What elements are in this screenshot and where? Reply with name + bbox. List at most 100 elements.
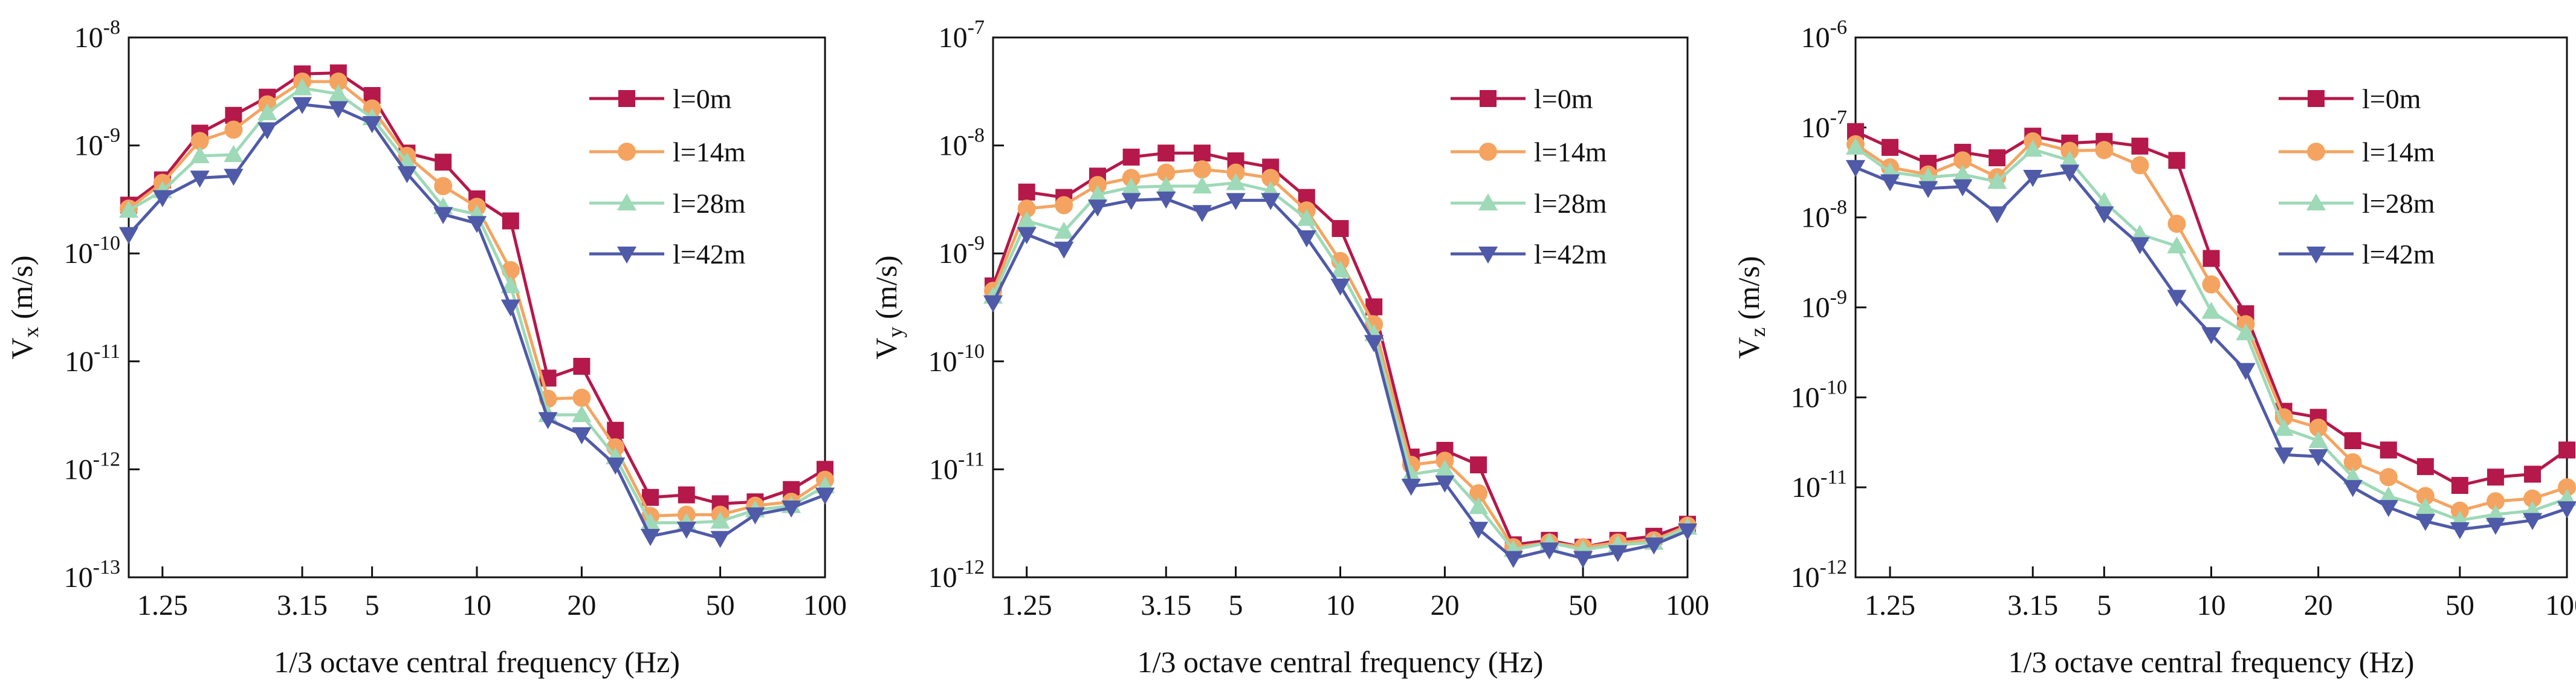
y-tick-label: 10-8: [74, 16, 120, 54]
data-point: [1296, 209, 1316, 226]
data-point: [433, 207, 453, 224]
y-tick-label: 10-12: [64, 448, 120, 485]
data-point: [2486, 492, 2505, 511]
data-point: [1469, 484, 1488, 503]
legend-label: l=42m: [1534, 239, 1607, 270]
legend-marker: [618, 90, 635, 107]
data-point: [118, 227, 139, 244]
data-point: [2274, 418, 2294, 436]
data-point: [1401, 464, 1421, 482]
plot-frame: [992, 36, 1689, 579]
legend-marker: [1478, 246, 1498, 264]
x-tick-label: 100: [1666, 589, 1709, 621]
series-l=14m: [984, 160, 1697, 557]
legend-item: l=42m: [2279, 239, 2435, 270]
x-tick-label: 1.25: [137, 589, 188, 621]
x-tick-label: 50: [1568, 589, 1597, 621]
data-point: [1121, 177, 1141, 195]
data-point: [362, 116, 382, 134]
data-point: [1261, 169, 1280, 187]
data-point: [2202, 275, 2221, 294]
data-point: [1435, 459, 1455, 477]
y-axis-label: Vz (m/s): [1732, 256, 1770, 358]
series-line: [1854, 140, 2568, 513]
data-point: [1157, 163, 1176, 182]
data-point: [983, 295, 1003, 313]
y-tick-label: 10-8: [1801, 196, 1847, 234]
legend-item: l=42m: [1451, 239, 1607, 270]
data-point: [2060, 151, 2080, 168]
data-point: [118, 201, 139, 218]
data-point: [2309, 418, 2328, 437]
data-point: [500, 276, 520, 294]
data-point: [606, 457, 626, 475]
data-point: [2523, 489, 2542, 508]
data-point: [2131, 137, 2149, 155]
legend-item: l=14m: [1451, 137, 1607, 167]
legend-marker: [2306, 246, 2326, 264]
data-point: [2060, 164, 2080, 182]
data-point: [2095, 141, 2114, 160]
legend-label: l=28m: [673, 188, 746, 219]
y-tick-label: 10-7: [939, 16, 985, 54]
data-point: [328, 101, 348, 118]
y-tick-label: 10-6: [1801, 16, 1847, 54]
data-point: [782, 501, 801, 518]
data-point: [2344, 432, 2361, 449]
legend-item: l=28m: [2279, 188, 2435, 219]
series-l=28m: [1845, 137, 2576, 528]
data-point: [1918, 181, 1938, 198]
data-point: [2451, 477, 2468, 494]
data-point: [1364, 335, 1384, 352]
y-tick-label: 10-8: [939, 125, 985, 162]
data-point: [1054, 241, 1074, 259]
legend-label: l=0m: [1534, 83, 1593, 114]
data-point: [434, 177, 453, 195]
data-point: [1677, 523, 1698, 541]
x-tick-label: 100: [2545, 589, 2576, 621]
data-point: [1055, 196, 1073, 215]
data-point: [1880, 174, 1900, 192]
legend-label: l=14m: [1534, 137, 1607, 167]
legend-label: l=0m: [2362, 83, 2421, 114]
data-point: [190, 146, 210, 163]
data-point: [2343, 480, 2363, 498]
legend-label: l=42m: [2362, 239, 2435, 270]
series-line: [991, 181, 1689, 551]
legend-label: l=28m: [2362, 188, 2435, 219]
data-point: [190, 132, 209, 151]
data-point: [2522, 513, 2543, 530]
data-point: [1845, 160, 1866, 177]
legend-item: l=0m: [2279, 83, 2421, 114]
y-tick-label: 10-10: [1791, 376, 1847, 413]
data-point: [1017, 227, 1037, 244]
chart-panel-2: 10-12 10-11 10-10 10-9 10-8 10-7 1.25 3.15 5 10 20…: [869, 16, 1709, 679]
data-point: [2416, 487, 2435, 505]
y-tick-label: 10-9: [1801, 287, 1847, 324]
data-point: [1918, 167, 1938, 185]
data-point: [1573, 551, 1593, 568]
y-tick-label: 10-7: [1801, 106, 1847, 144]
legend-item: l=0m: [1451, 83, 1593, 114]
data-point: [2167, 236, 2187, 254]
data-point: [2094, 206, 2114, 224]
data-point: [502, 212, 519, 230]
legend-label: l=42m: [673, 239, 746, 270]
data-point: [1608, 545, 1628, 562]
data-point: [572, 405, 592, 423]
data-point: [329, 73, 348, 91]
legend-label: l=14m: [2362, 137, 2435, 167]
x-axis-label: 1/3 octave central frequency (Hz): [274, 645, 680, 679]
data-point: [2558, 441, 2575, 459]
data-point: [1087, 184, 1108, 203]
data-point: [2415, 514, 2435, 531]
data-point: [2485, 504, 2506, 522]
legend-item: l=42m: [589, 239, 746, 270]
data-point: [1192, 176, 1212, 193]
x-tick-label: 100: [803, 589, 847, 621]
data-point: [710, 511, 730, 529]
data-point: [2485, 517, 2506, 535]
data-point: [1470, 456, 1487, 474]
data-point: [224, 120, 243, 139]
data-point: [2378, 500, 2398, 517]
